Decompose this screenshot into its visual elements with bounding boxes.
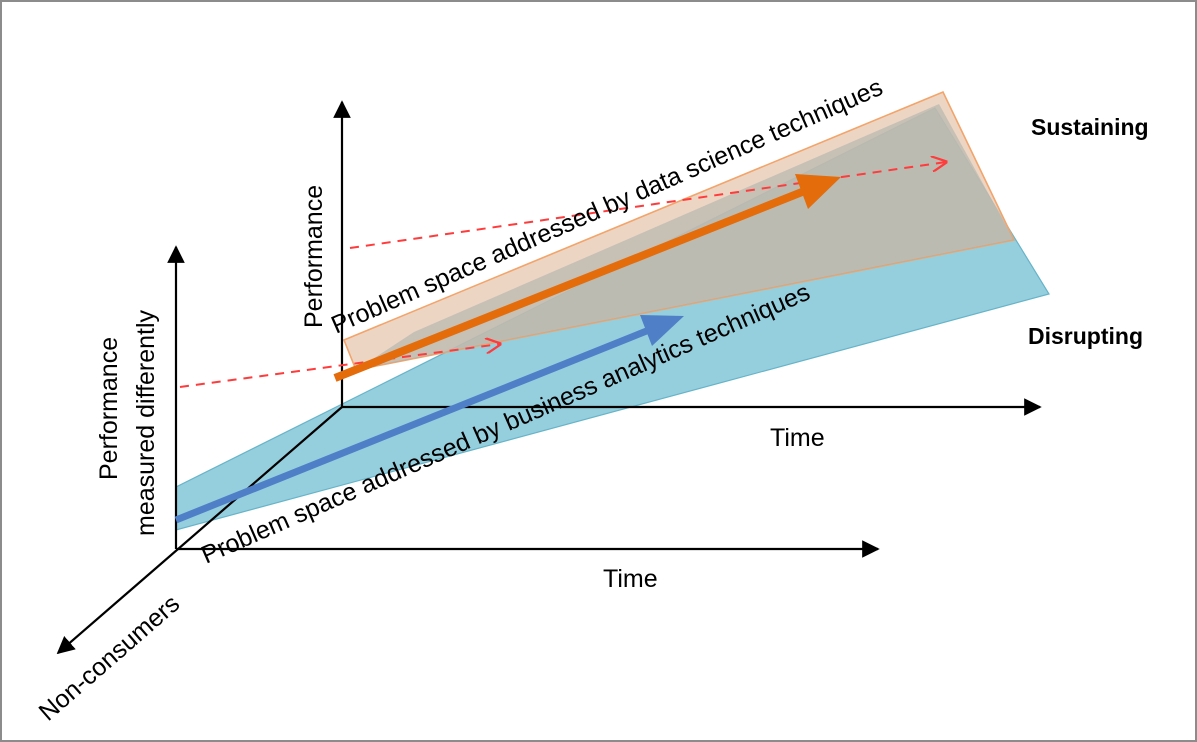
axes <box>56 100 1042 655</box>
sustaining-dashed-trajectory <box>349 162 946 249</box>
performance-axis-label: Performance <box>300 185 328 328</box>
lower-time-label: Time <box>603 565 658 593</box>
sustaining-label: Sustaining <box>1031 114 1149 140</box>
blue-arrow-shaft <box>174 324 656 524</box>
performance-measured-line-2: measured differently <box>132 309 160 536</box>
non-consumers-axis <box>56 406 343 655</box>
upper-time-label: Time <box>770 424 825 452</box>
orange-arrow-shaft <box>333 186 809 382</box>
disrupting-label: Disrupting <box>1028 323 1143 349</box>
dashed-trajectories <box>179 162 946 388</box>
non-consumers-label: Non-consumers <box>34 590 186 727</box>
orange-arrowhead-icon <box>795 174 841 209</box>
solid-progress-arrows <box>174 174 841 524</box>
performance-measured-line-1: Performance <box>95 337 123 480</box>
blue-arrowhead-icon <box>640 315 684 346</box>
disrupting-dashed-trajectory <box>179 344 500 388</box>
